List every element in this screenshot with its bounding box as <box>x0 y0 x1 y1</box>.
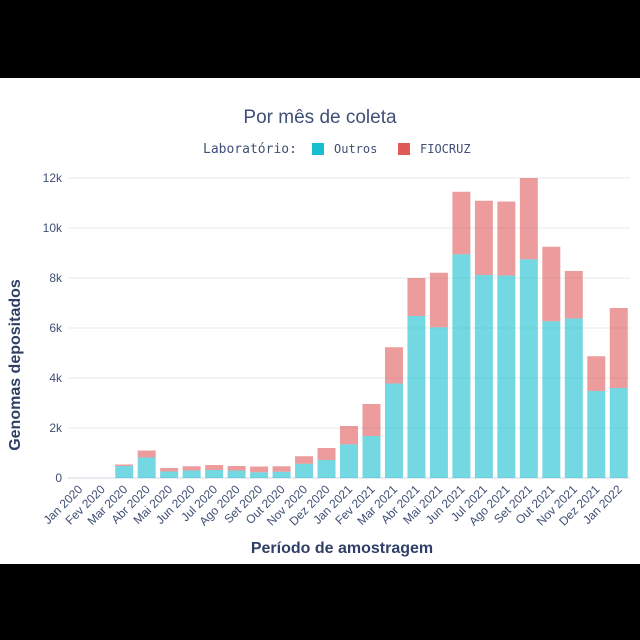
bar-fiocruz-8 <box>250 466 269 473</box>
bar-fiocruz-9 <box>272 466 291 472</box>
bar-outros-16 <box>429 327 448 478</box>
bar-outros-4 <box>160 471 179 478</box>
y-tick-label: 4k <box>49 371 63 385</box>
bar-fiocruz-24 <box>609 308 628 388</box>
bar-fiocruz-16 <box>429 272 448 328</box>
bar-outros-7 <box>227 470 246 478</box>
bar-outros-21 <box>542 321 561 478</box>
bar-fiocruz-13 <box>362 404 381 436</box>
bar-outros-9 <box>272 471 291 478</box>
y-tick-label: 8k <box>49 271 63 285</box>
legend-title: Laboratório: <box>203 142 297 157</box>
bar-outros-19 <box>497 275 516 478</box>
bar-fiocruz-5 <box>182 466 201 471</box>
bar-fiocruz-2 <box>115 464 134 466</box>
chart-svg: Por mês de coleta Laboratório: Outros FIO… <box>7 107 630 557</box>
bar-outros-17 <box>452 254 471 478</box>
bar-outros-14 <box>384 383 403 478</box>
bar-outros-11 <box>317 460 336 478</box>
bar-fiocruz-22 <box>564 271 583 319</box>
bar-fiocruz-15 <box>407 278 426 316</box>
bar-fiocruz-20 <box>519 178 538 260</box>
legend: Laboratório: Outros FIOCRUZ <box>203 142 471 157</box>
y-tick-label: 2k <box>49 421 63 435</box>
bar-outros-10 <box>295 463 314 478</box>
bar-fiocruz-19 <box>497 201 516 276</box>
bar-fiocruz-7 <box>227 466 246 471</box>
y-tick-label: 0 <box>55 471 62 485</box>
y-axis-title: Genomas depositados <box>7 279 24 451</box>
bar-outros-24 <box>609 388 628 478</box>
bar-outros-15 <box>407 316 426 478</box>
y-tick-label: 6k <box>49 321 63 335</box>
x-axis-title: Período de amostragem <box>251 540 433 557</box>
bar-outros-5 <box>182 470 201 478</box>
bar-outros-13 <box>362 436 381 478</box>
legend-label-fiocruz: FIOCRUZ <box>420 142 471 156</box>
bars-layer <box>115 178 628 478</box>
bar-fiocruz-4 <box>160 468 179 472</box>
grid-layer <box>68 177 630 479</box>
bar-fiocruz-3 <box>137 450 156 458</box>
bar-outros-6 <box>205 470 224 478</box>
bar-outros-23 <box>587 391 606 478</box>
y-tick-label: 12k <box>43 171 63 185</box>
legend-label-outros: Outros <box>334 142 377 156</box>
bar-outros-20 <box>519 259 538 478</box>
bar-fiocruz-6 <box>205 465 224 470</box>
bar-fiocruz-18 <box>474 200 493 275</box>
y-axis-ticks: 0 2k 4k 6k 8k 10k 12k <box>43 171 63 485</box>
bar-outros-3 <box>137 457 156 478</box>
bar-outros-2 <box>115 466 134 478</box>
bar-fiocruz-11 <box>317 448 336 460</box>
bar-fiocruz-21 <box>542 246 561 322</box>
bar-fiocruz-14 <box>384 347 403 384</box>
bar-fiocruz-10 <box>295 456 314 464</box>
chart-canvas: Por mês de coleta Laboratório: Outros FIO… <box>0 78 640 564</box>
bar-outros-12 <box>340 444 358 478</box>
legend-swatch-outros <box>312 143 324 155</box>
bar-outros-18 <box>474 275 493 478</box>
y-tick-label: 10k <box>43 221 63 235</box>
bar-fiocruz-23 <box>587 356 606 391</box>
bar-outros-8 <box>250 472 269 478</box>
chart-title: Por mês de coleta <box>243 107 397 128</box>
bar-outros-22 <box>564 318 583 478</box>
bar-fiocruz-12 <box>340 426 358 445</box>
bar-fiocruz-17 <box>452 191 471 255</box>
legend-swatch-fiocruz <box>398 143 410 155</box>
